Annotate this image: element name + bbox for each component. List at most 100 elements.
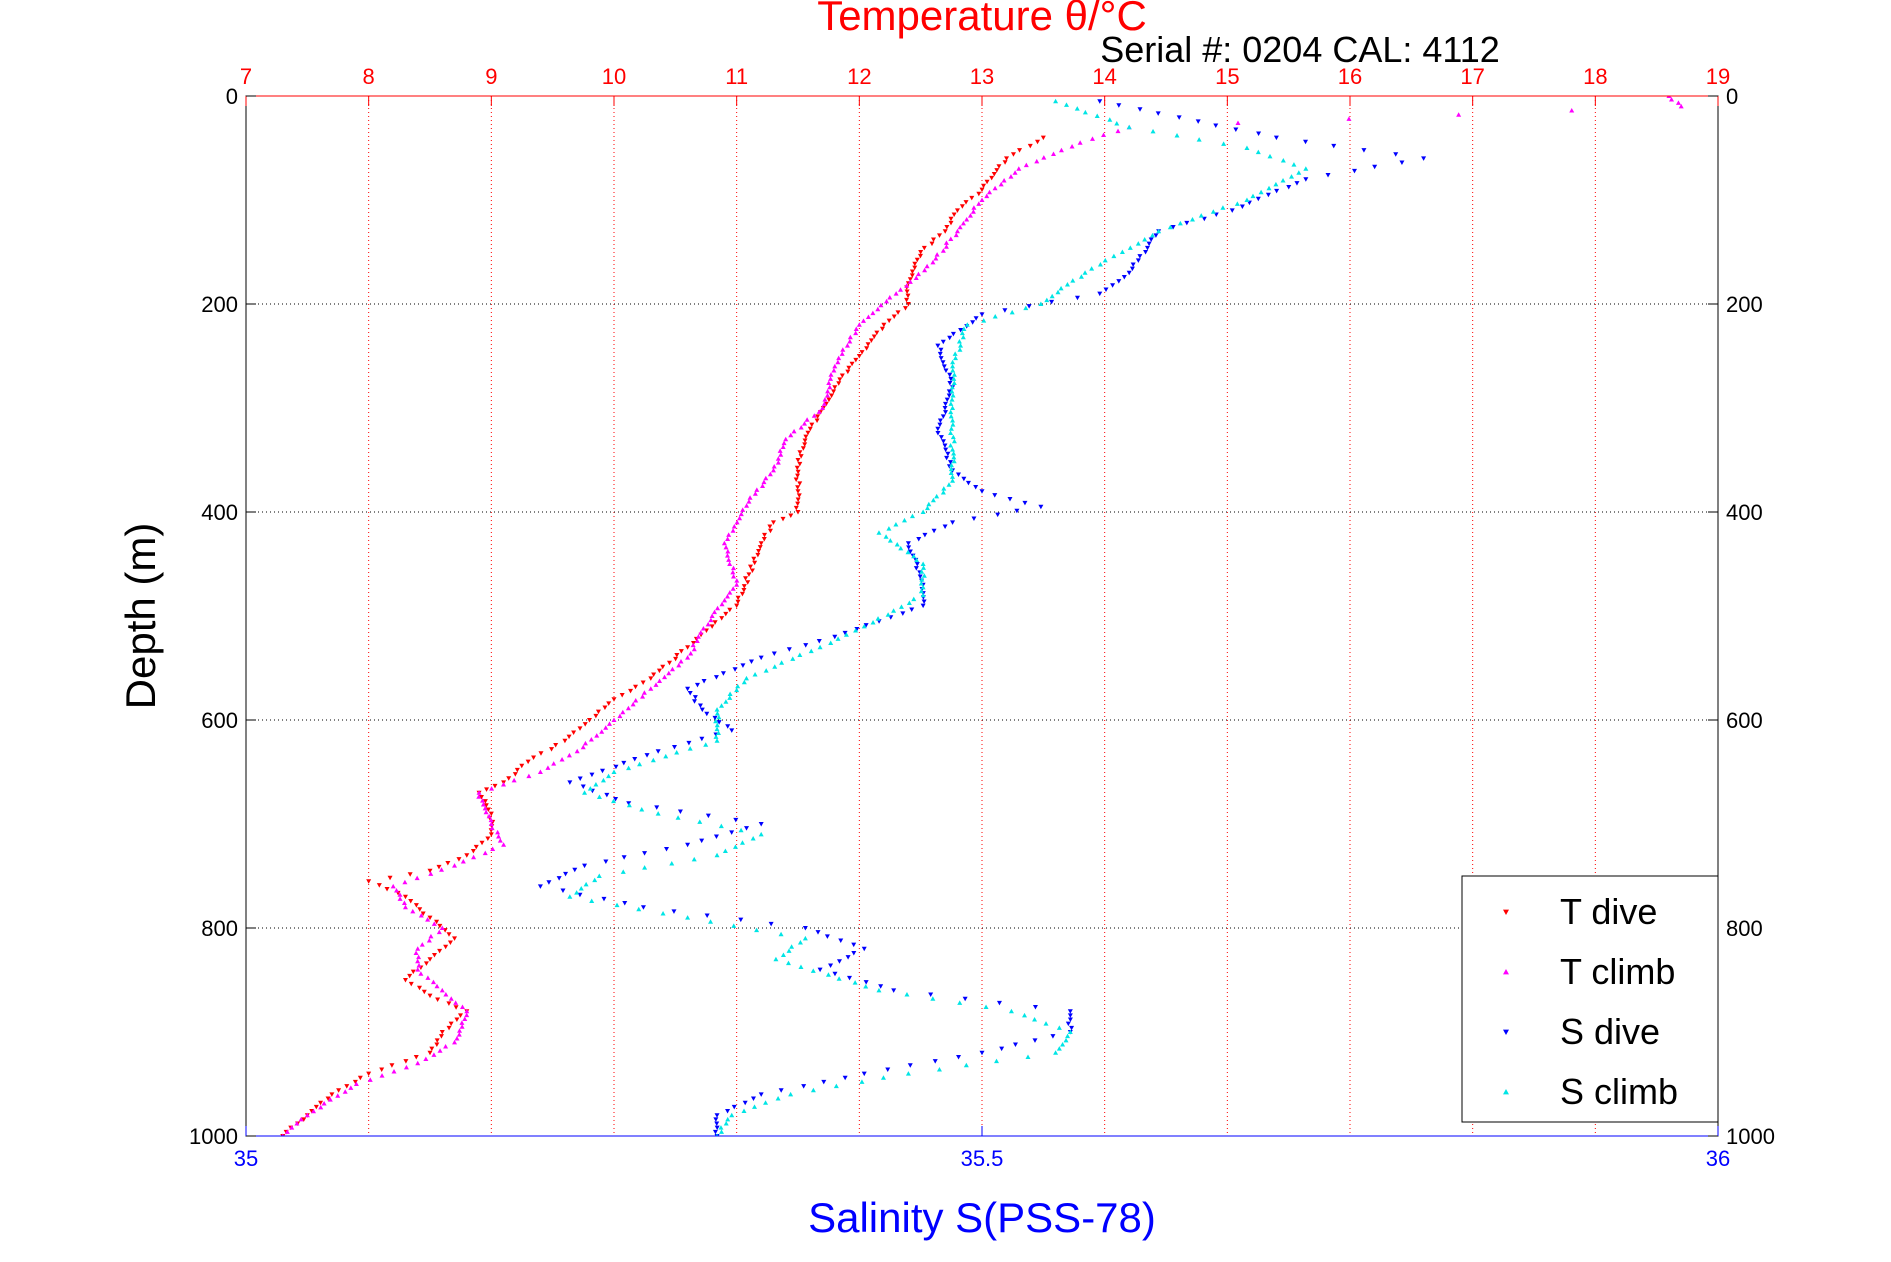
- data-point: [734, 519, 740, 525]
- data-point: [482, 805, 488, 811]
- data-point: [725, 549, 731, 554]
- data-point: [1032, 1005, 1038, 1010]
- data-point: [802, 421, 808, 426]
- data-point: [976, 191, 982, 197]
- data-point: [948, 401, 954, 406]
- data-point: [730, 569, 736, 575]
- data-point: [763, 475, 769, 481]
- data-point: [962, 996, 968, 1002]
- data-point: [1266, 185, 1272, 191]
- data-point: [708, 919, 714, 924]
- data-point: [723, 1121, 729, 1126]
- legend-marker: [1503, 969, 1509, 975]
- data-point: [348, 1085, 354, 1090]
- data-point: [971, 205, 977, 210]
- data-point: [454, 1036, 460, 1041]
- data-point: [1280, 157, 1286, 163]
- data-point: [596, 794, 602, 799]
- data-point: [1078, 274, 1084, 279]
- data-point: [950, 359, 956, 365]
- data-point: [727, 691, 733, 696]
- data-point: [723, 611, 729, 617]
- data-point: [715, 730, 721, 735]
- data-point: [735, 595, 741, 601]
- data-point: [687, 746, 693, 751]
- data-point: [1255, 196, 1261, 202]
- data-point: [1196, 137, 1202, 142]
- data-point: [749, 568, 755, 573]
- data-point: [937, 351, 943, 357]
- data-point: [1070, 278, 1076, 283]
- data-point: [1201, 216, 1207, 222]
- data-point: [804, 417, 810, 422]
- data-point: [906, 600, 912, 605]
- legend-label: T climb: [1560, 951, 1675, 992]
- data-point: [802, 926, 808, 931]
- data-point: [795, 510, 801, 515]
- data-point: [1294, 181, 1300, 186]
- data-point: [1177, 220, 1183, 226]
- data-point: [666, 660, 672, 666]
- data-point: [1050, 1034, 1056, 1039]
- data-point: [932, 1059, 938, 1064]
- data-point: [1675, 100, 1681, 105]
- series-t-climb: [281, 96, 1684, 1136]
- data-point: [1184, 220, 1190, 226]
- data-point: [991, 172, 997, 177]
- data-point: [742, 1100, 748, 1106]
- data-point: [403, 1059, 409, 1064]
- data-point: [950, 405, 956, 410]
- data-point: [760, 483, 766, 488]
- data-point: [726, 557, 732, 562]
- data-point: [660, 664, 666, 670]
- data-point: [353, 1081, 359, 1086]
- data-point: [633, 698, 639, 703]
- data-point: [836, 381, 842, 386]
- data-point: [1064, 282, 1070, 287]
- legend-marker: [1503, 1089, 1509, 1095]
- data-point: [636, 906, 642, 912]
- data-point: [994, 1058, 1000, 1064]
- data-point: [945, 451, 951, 457]
- data-point: [921, 245, 927, 251]
- data-point: [924, 505, 930, 511]
- data-point: [981, 183, 987, 189]
- data-point: [402, 978, 408, 983]
- data-point: [699, 736, 705, 742]
- data-point: [999, 1046, 1005, 1052]
- data-point: [1058, 147, 1064, 153]
- data-point: [1065, 1033, 1071, 1039]
- data-point: [1022, 1012, 1028, 1018]
- data-point: [971, 516, 977, 521]
- data-point: [1267, 153, 1273, 159]
- data-point: [921, 573, 927, 578]
- data-point: [301, 1117, 307, 1122]
- data-point: [835, 359, 841, 365]
- data-point: [479, 840, 485, 846]
- data-point: [335, 1093, 341, 1098]
- data-point: [738, 827, 744, 833]
- data-point: [713, 1117, 719, 1122]
- data-point: [744, 503, 750, 508]
- data-point: [944, 225, 950, 230]
- data-point: [443, 944, 449, 950]
- data-point: [763, 1100, 769, 1105]
- data-point: [940, 414, 946, 419]
- data-point: [1372, 164, 1378, 170]
- data-point: [943, 447, 949, 453]
- data-point: [886, 526, 892, 531]
- data-point: [996, 1000, 1002, 1006]
- data-point: [763, 668, 769, 673]
- data-point: [770, 467, 776, 473]
- data-point: [1421, 156, 1427, 161]
- data-point: [1012, 170, 1018, 175]
- data-point: [626, 801, 632, 806]
- data-point: [1127, 245, 1133, 250]
- data-point: [907, 1063, 913, 1068]
- data-point: [714, 1113, 720, 1118]
- data-point: [998, 181, 1004, 187]
- temperature-tick-label: 9: [485, 64, 497, 89]
- depth-tick-label-right: 200: [1726, 292, 1763, 317]
- data-point: [859, 350, 865, 355]
- data-point: [545, 765, 551, 770]
